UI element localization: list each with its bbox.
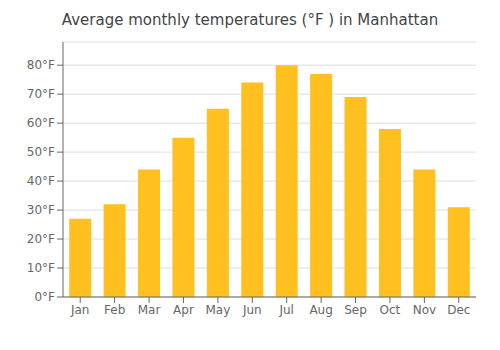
svg-text:0°F: 0°F [34, 290, 55, 304]
html-text:Average monthly temperatures (: Average monthly temperatures (°F ) in Ma… [61, 11, 439, 29]
svg-text:70°F: 70°F [27, 87, 55, 101]
svg-text:40°F: 40°F [27, 174, 55, 188]
svg-text:80°F: 80°F [27, 58, 55, 72]
svg-text:Apr: Apr [173, 303, 194, 317]
svg-text:10°F: 10°F [27, 261, 55, 275]
svg-text:Oct: Oct [380, 303, 401, 317]
svg-text:Dec: Dec [447, 303, 470, 317]
svg-text:60°F: 60°F [27, 116, 55, 130]
svg-text:20°F: 20°F [27, 232, 55, 246]
svg-text:Nov: Nov [413, 303, 436, 317]
svg-text:Aug: Aug [309, 303, 332, 317]
svg-text:Jun: Jun [242, 303, 262, 317]
svg-text:Jul: Jul [278, 303, 293, 317]
svg-text:Jan: Jan [70, 303, 90, 317]
svg-text:30°F: 30°F [27, 203, 55, 217]
svg-text:Mar: Mar [138, 303, 161, 317]
svg-text:Feb: Feb [104, 303, 125, 317]
svg-text:May: May [205, 303, 230, 317]
svg-text:50°F: 50°F [27, 145, 55, 159]
svg-text:Sep: Sep [344, 303, 367, 317]
